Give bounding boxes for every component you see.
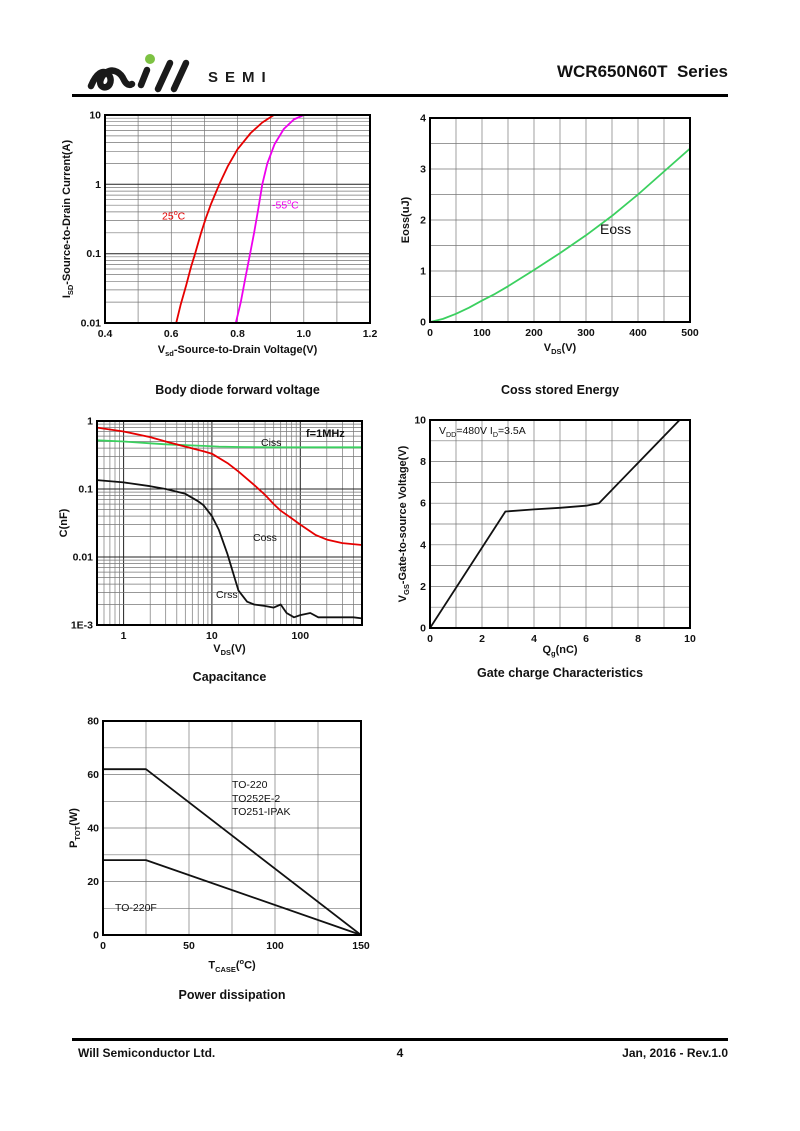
svg-text:10: 10 [206,630,218,642]
svg-text:4: 4 [420,539,426,551]
svg-text:0: 0 [427,327,433,339]
svg-text:1: 1 [121,630,127,642]
svg-text:1.2: 1.2 [363,328,378,340]
svg-text:500: 500 [681,327,699,339]
body-diode-xlabel: Vsd-Source-to-Drain Voltage(V) [157,344,318,359]
capacitance-annotation-1: f=1MHz [306,428,345,440]
svg-text:60: 60 [87,769,99,781]
svg-text:6: 6 [583,633,589,645]
svg-text:50: 50 [183,940,195,952]
chart-capacitance: 1 10 100 1E-3 0.01 0.1 1 C(nF) VDS(V) Capacitance… [52,411,376,692]
body-diode-canvas: 0.4 0.6 0.8 1.0 1.2 0.01 0.1 1 10 [81,110,378,341]
coss-energy-canvas: 0 100 200 300 400 500 0 1 2 3 4 [420,113,699,340]
svg-text:8: 8 [635,633,641,645]
gate-charge-canvas: 0 2 4 6 8 10 0 2 4 6 8 10 [414,415,696,646]
coss-energy-title: Coss stored Energy [500,383,620,397]
power-dissipation-annotation-2: TO-220F [115,902,157,914]
page-title: WCR650N60T Series [556,62,728,81]
svg-text:100: 100 [266,940,284,952]
svg-text:200: 200 [525,327,543,339]
svg-text:0: 0 [93,930,99,942]
chart-power-dissipation: 0 50 100 150 0 20 40 60 80 PTOT(W) TCASE(oC) Power … [58,711,375,1010]
logo-green-dot [145,54,155,64]
header-rule [72,94,728,97]
capacitance-xlabel: VDS(V) [213,643,246,658]
will-logo-mark [87,54,190,93]
power-dissipation-canvas: 0 50 100 150 0 20 40 60 80 [87,716,370,953]
svg-text:1: 1 [87,416,93,428]
gate-charge-ylabel: VGS-Gate-to-source Voltage(V) [396,445,412,603]
coss-energy-xlabel: VDS(V) [543,342,577,357]
capacitance-annotation-4: Crss [216,589,238,601]
svg-text:80: 80 [87,716,99,728]
svg-text:1.0: 1.0 [296,328,311,340]
svg-text:2: 2 [420,215,426,227]
footer-rule [72,1038,728,1041]
body-diode-annotation-1: 25oC [162,209,186,223]
capacitance-ylabel: C(nF) [58,508,70,538]
capacitance-annotation-3: Coss [253,532,277,544]
svg-text:0.01: 0.01 [81,318,102,330]
power-dissipation-title: Power dissipation [178,988,286,1002]
svg-text:1E-3: 1E-3 [71,620,93,632]
svg-text:0.01: 0.01 [73,552,94,564]
svg-text:0.6: 0.6 [164,328,179,340]
svg-text:10: 10 [414,415,426,427]
svg-text:3: 3 [420,164,426,176]
svg-text:400: 400 [629,327,647,339]
power-dissipation-annotation-1: TO-220 TO252E-2 TO251-IPAK [232,779,291,819]
chart-body-diode: 0.4 0.6 0.8 1.0 1.2 0.01 0.1 1 10 ISD-Source-to-D… [60,105,384,405]
footer-page-number: 4 [396,1046,404,1060]
svg-text:0: 0 [427,633,433,645]
svg-text:100: 100 [292,630,310,642]
body-diode-title: Body diode forward voltage [155,383,320,397]
capacitance-annotation-2: Ciss [261,437,282,449]
gate-charge-title: Gate charge Characteristics [476,666,644,680]
coss-energy-ylabel: Eoss(uJ) [400,196,412,244]
svg-text:8: 8 [420,456,426,468]
chart-gate-charge: 0 2 4 6 8 10 0 2 4 6 8 10 VGS-Gate-to-source Voltage… [385,410,704,688]
will-semi-logo: SEMI [86,50,273,96]
capacitance-title: Capacitance [192,670,267,684]
svg-text:10: 10 [684,633,696,645]
svg-text:0: 0 [420,317,426,329]
gate-charge-annotation-1: VDD=480V ID=3.5A [439,425,526,440]
svg-text:2: 2 [420,581,426,593]
svg-text:4: 4 [420,113,426,125]
svg-text:0.4: 0.4 [98,328,113,340]
svg-text:0: 0 [100,940,106,952]
svg-text:2: 2 [479,633,485,645]
body-diode-annotation-2: -55oC [272,198,299,212]
svg-text:300: 300 [577,327,595,339]
power-dissipation-ylabel: PTOT(W) [67,808,83,848]
svg-text:0.8: 0.8 [230,328,245,340]
svg-text:1: 1 [420,266,426,278]
svg-text:0: 0 [420,623,426,635]
capacitance-canvas: 1 10 100 1E-3 0.01 0.1 1 [71,416,363,642]
svg-text:1: 1 [95,179,101,191]
svg-text:10: 10 [89,110,101,122]
svg-text:40: 40 [87,823,99,835]
power-dissipation-xlabel: TCASE(oC) [208,957,256,974]
body-diode-ylabel: ISD-Source-to-Drain Current(A) [60,139,76,299]
svg-text:150: 150 [352,940,370,952]
footer-date-revision: Jan, 2016 - Rev.1.0 [622,1046,728,1060]
svg-text:0.1: 0.1 [78,484,93,496]
footer-company: Will Semiconductor Ltd. [78,1046,216,1060]
svg-text:4: 4 [531,633,537,645]
svg-text:100: 100 [473,327,491,339]
svg-text:6: 6 [420,498,426,510]
coss-energy-annotation-1: Eoss [600,221,632,237]
svg-text:0.1: 0.1 [86,248,101,260]
svg-text:20: 20 [87,876,99,888]
brand-text: SEMI [208,69,273,86]
gate-charge-xlabel: Qg(nC) [542,644,578,659]
chart-coss-stored-energy: 0 100 200 300 400 500 0 1 2 3 4 Eoss(uJ) VDS(V) Coss … [385,108,704,405]
